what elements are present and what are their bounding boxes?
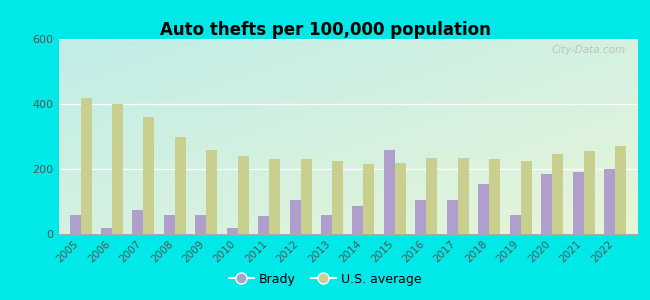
Bar [521,161,532,234]
Bar [101,227,112,234]
Bar [447,200,458,234]
Bar [269,159,280,234]
Bar [332,161,343,234]
Bar [384,149,395,234]
Bar [426,158,437,234]
Bar [510,214,521,234]
Bar [478,184,489,234]
Bar [458,158,469,234]
Bar [206,149,217,234]
Bar [290,200,300,234]
Bar [489,159,500,234]
Bar [415,200,426,234]
Bar [144,117,155,234]
Bar [175,136,186,234]
Bar [258,216,269,234]
Legend: Brady, U.S. average: Brady, U.S. average [224,268,426,291]
Text: Auto thefts per 100,000 population: Auto thefts per 100,000 population [159,21,491,39]
Text: City-Data.com: City-Data.com [551,45,625,55]
Bar [584,151,595,234]
Bar [321,214,332,234]
Bar [541,174,552,234]
Bar [363,164,374,234]
Bar [112,104,123,234]
Bar [195,214,206,234]
Bar [81,98,92,234]
Bar [300,159,311,234]
Bar [395,163,406,234]
Bar [227,227,238,234]
Bar [238,156,249,234]
Bar [164,214,175,234]
Bar [615,146,626,234]
Bar [604,169,615,234]
Bar [70,214,81,234]
Bar [133,210,144,234]
Bar [552,154,563,234]
Bar [352,206,363,234]
Bar [573,172,584,234]
